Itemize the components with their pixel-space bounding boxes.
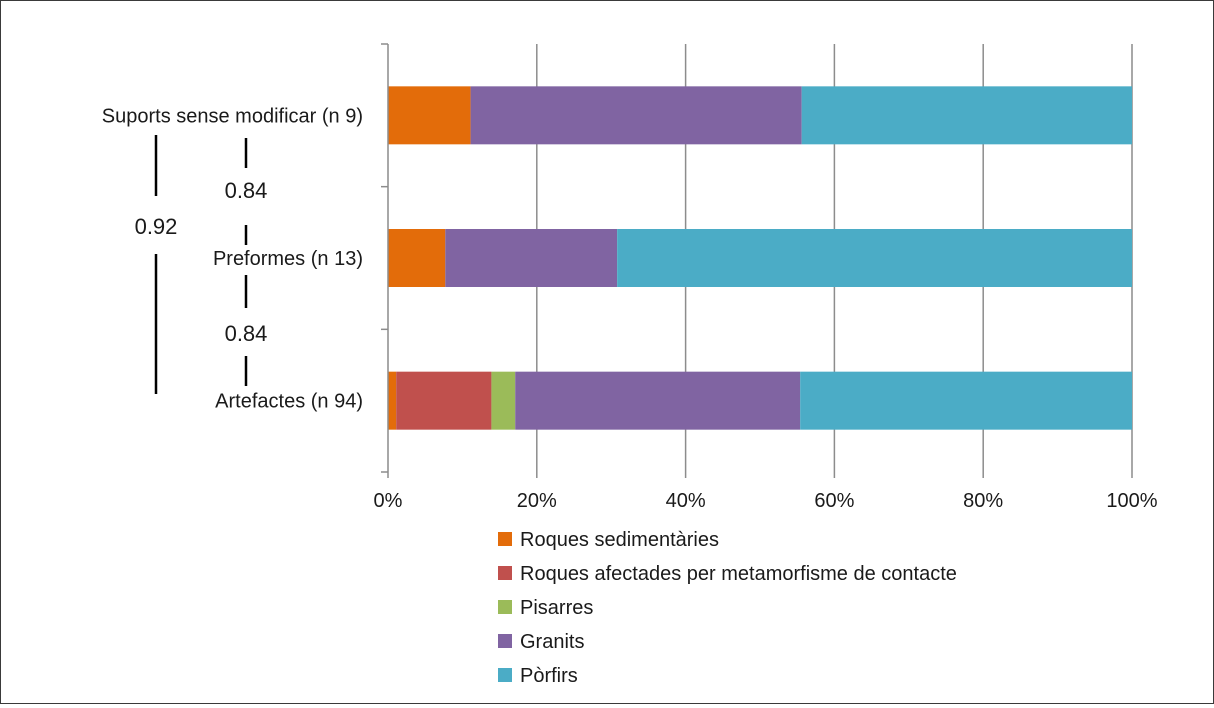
bar-segment [800,371,1132,430]
category-label: Preformes (n 13) [213,248,363,270]
bar-segment [801,86,1132,145]
axes [381,43,1133,478]
bar-segment [470,86,802,145]
legend-label: Pisarres [520,597,593,619]
legend-label: Roques sedimentàries [520,529,719,551]
bar-segment [388,86,471,145]
bar-segment [445,229,618,287]
x-tick-label: 40% [666,490,706,512]
bars [388,86,1132,430]
bar-segment [617,229,1132,287]
legend-swatch [498,634,512,648]
legend-label: Pòrfirs [520,665,578,687]
similarity-value: 0.84 [225,321,268,346]
x-tick-labels: 0% 20% 40% 60% 80% 100% [374,490,1158,512]
x-tick-label: 60% [814,490,854,512]
x-tick-label: 20% [517,490,557,512]
legend-label: Granits [520,631,584,653]
category-label: Suports sense modificar (n 9) [102,105,363,127]
legend-swatch [498,532,512,546]
legend-swatch [498,600,512,614]
category-label: Artefactes (n 94) [215,391,363,413]
x-tick-label: 100% [1106,490,1157,512]
legend-swatch [498,668,512,682]
x-tick-label: 80% [963,490,1003,512]
bar-segment [388,371,397,430]
legend-swatch [498,566,512,580]
similarity-brackets: 0.84 0.84 0.92 [135,135,268,394]
legend: Roques sedimentàries Roques afectades per… [498,529,957,687]
similarity-value: 0.92 [135,214,178,239]
x-tick-label: 0% [374,490,403,512]
bar-segment [491,371,516,430]
bar-segment [515,371,801,430]
bar-segment [388,229,446,287]
similarity-value: 0.84 [225,178,268,203]
category-labels: Suports sense modificar (n 9) Preformes (… [102,105,363,412]
legend-label: Roques afectades per metamorfisme de con… [520,563,957,585]
bar-segment [396,371,492,430]
